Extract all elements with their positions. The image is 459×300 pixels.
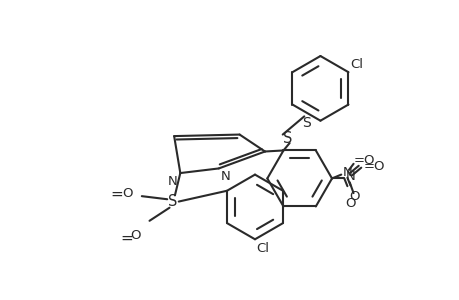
Text: S: S xyxy=(282,131,291,146)
Text: O: O xyxy=(344,197,355,210)
Text: =: = xyxy=(110,187,123,202)
Text: =O: =O xyxy=(353,154,374,167)
Text: =O: =O xyxy=(363,160,384,172)
Text: =: = xyxy=(120,231,133,246)
Text: N: N xyxy=(221,170,230,183)
Text: S: S xyxy=(302,116,310,130)
Text: O: O xyxy=(130,229,141,242)
Text: O: O xyxy=(122,187,132,200)
Text: S: S xyxy=(168,194,177,209)
Text: Cl: Cl xyxy=(349,58,362,70)
Text: N: N xyxy=(345,170,355,183)
Text: N: N xyxy=(168,175,178,188)
Text: O: O xyxy=(348,190,358,203)
Text: Cl: Cl xyxy=(256,242,269,255)
Text: N: N xyxy=(342,166,352,179)
